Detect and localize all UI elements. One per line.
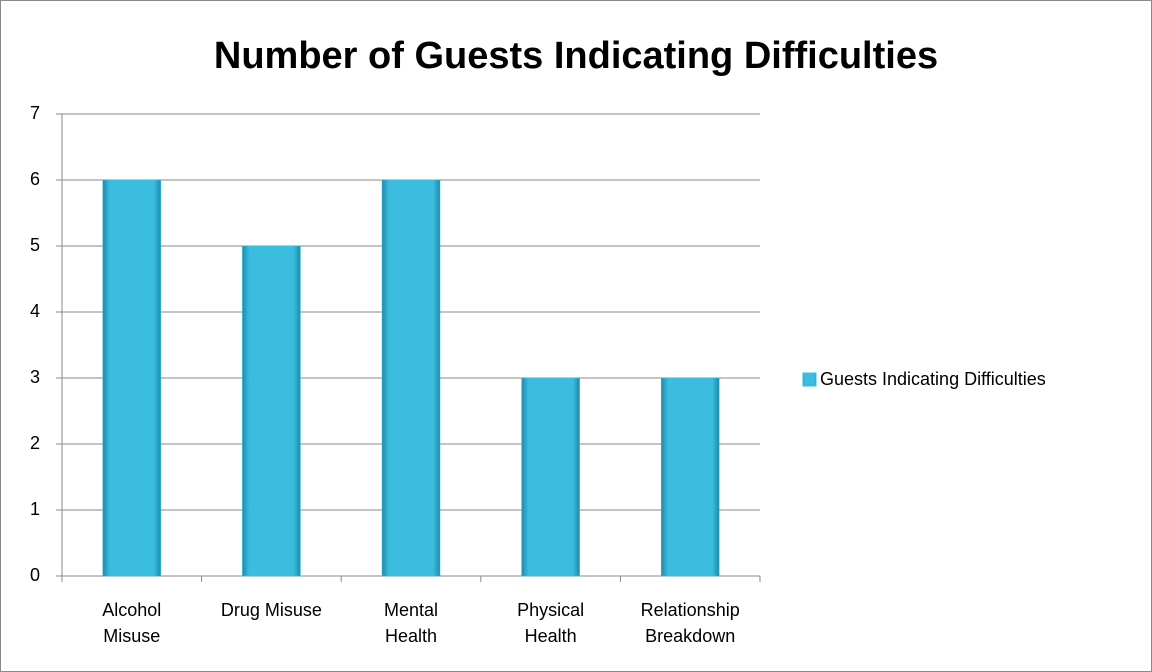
x-tick-label: Drug Misuse [220,600,322,620]
x-tick-label: Relationship Breakdown [640,600,740,646]
x-tick-label: Physical Health [517,600,585,646]
bar [381,179,441,577]
x-tick-label: Alcohol Misuse [102,600,162,646]
y-tick-label: 0 [30,565,40,585]
y-tick-label: 3 [30,367,40,387]
bar [242,245,301,577]
y-tick-label: 1 [30,499,40,519]
bar [660,377,720,577]
bar [102,179,162,577]
y-tick-label: 6 [30,169,40,189]
legend-label: Guests Indicating Difficulties [820,369,1046,389]
legend-swatch [802,372,817,387]
y-tick-label: 2 [30,433,40,453]
x-tick-label: Mental Health [383,600,439,646]
chart-title: Number of Guests Indicating Difficulties [214,35,938,77]
y-tick-label: 4 [30,301,40,321]
y-tick-label: 5 [30,235,40,255]
bar [521,377,580,577]
y-tick-label: 7 [30,103,40,123]
